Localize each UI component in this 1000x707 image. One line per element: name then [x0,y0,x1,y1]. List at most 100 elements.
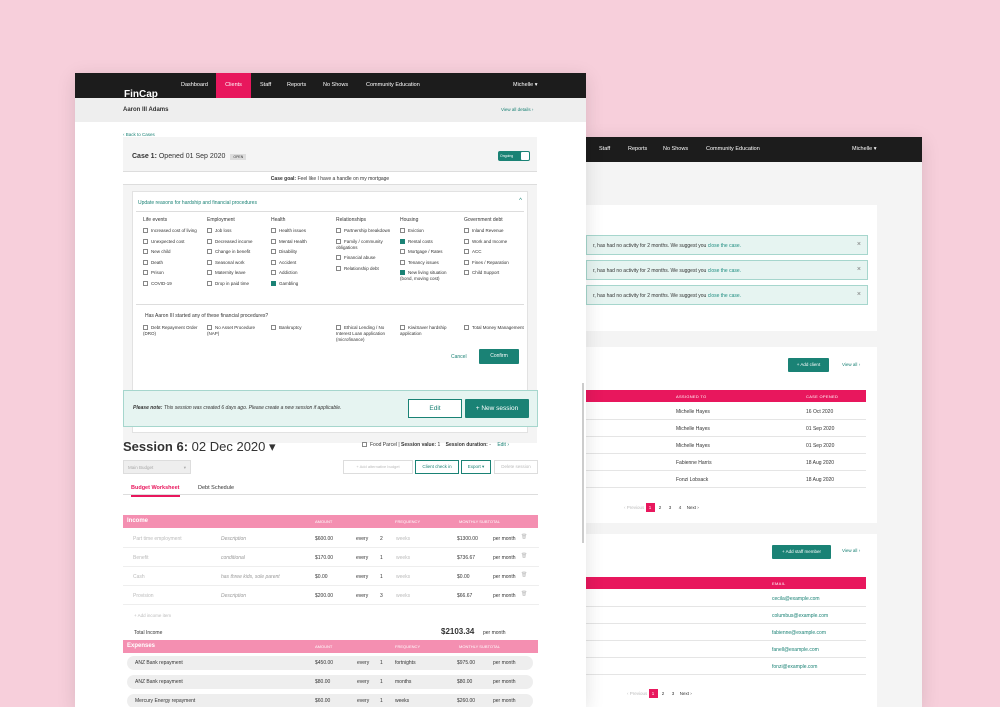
back-user-menu[interactable]: Michelle ▾ [852,146,877,152]
nav-community-education[interactable]: Community Education [366,82,420,88]
reason-option[interactable]: Drop in paid time [207,281,265,287]
tab-debt-schedule[interactable]: Debt Schedule [198,485,235,491]
procedure-option[interactable]: No Asset Procedure (NAP) [207,325,267,337]
next-page-button[interactable]: Next › [679,691,692,696]
checkbox[interactable] [271,228,276,234]
checkbox[interactable] [336,238,341,244]
add-income-item-button[interactable]: + Add income item [134,613,172,618]
table-row[interactable]: columbus@example.com [586,607,866,624]
procedure-option[interactable]: KiwiSaver hardship application [400,325,460,337]
chevron-up-icon[interactable]: ^ [519,198,522,204]
checkbox[interactable] [336,255,341,261]
income-row[interactable]: Benefit conditional $170.00 every 1 weeks $736… [123,548,539,567]
next-page-button[interactable]: Next › [686,505,699,510]
reason-option[interactable]: Eviction [400,228,458,234]
procedure-option[interactable]: Ethical Lending / No Interest Loan appli… [336,325,396,343]
reason-option[interactable]: Child Support [464,270,522,276]
checkbox[interactable] [400,259,405,265]
checkbox[interactable] [207,259,212,265]
page-3-button[interactable]: 3 [668,505,672,510]
income-type[interactable]: Cash [133,574,145,580]
reason-option[interactable]: ACC [464,249,522,255]
reason-option[interactable]: Mental Health [271,239,329,245]
reason-option[interactable]: COVID-19 [143,281,201,287]
income-type[interactable]: Benefit [133,555,149,561]
view-all-clients-link[interactable]: View all › [842,362,861,367]
checkbox[interactable] [400,249,405,255]
checkbox[interactable] [207,270,212,276]
checkbox[interactable] [464,238,469,244]
page-4-button[interactable]: 4 [678,505,682,510]
budget-select[interactable]: Main Budget ▾ [123,460,191,474]
checkbox[interactable] [400,270,405,276]
previous-page-button[interactable]: ‹ Previous [624,505,645,510]
new-session-button[interactable]: + New session [465,399,529,418]
checkbox[interactable] [336,228,341,234]
table-row[interactable]: Michelle Hayes 01 Sep 2020 [586,420,866,437]
income-amount[interactable]: $0.00 [315,574,328,580]
checkbox[interactable] [336,325,341,331]
checkbox[interactable] [271,249,276,255]
reason-option[interactable]: Relationship debt [336,266,394,272]
checkbox[interactable] [207,325,212,331]
table-row[interactable]: fabienne@example.com [586,624,866,641]
trash-icon[interactable]: 🗑 [521,553,528,559]
nav-staff[interactable]: Staff [260,82,272,88]
income-n[interactable]: 2 [380,536,383,542]
reason-option[interactable]: Rental costs [400,239,458,245]
checkbox[interactable] [207,249,212,255]
reason-option[interactable]: Disability [271,249,329,255]
reason-option[interactable]: Increased cost of living [143,228,201,234]
income-desc[interactable]: Description [221,593,247,599]
view-all-staff-link[interactable]: View all › [842,548,861,553]
table-row[interactable]: fanell@example.com [586,641,866,658]
checkbox[interactable] [143,325,148,331]
trash-icon[interactable]: 🗑 [521,534,528,540]
close-case-link[interactable]: close the case. [707,243,742,249]
reason-option[interactable]: New child [143,249,201,255]
reason-option[interactable]: Prison [143,270,201,276]
checkbox[interactable] [271,270,276,276]
reason-option[interactable]: Decreased income [207,239,265,245]
reason-option[interactable]: Change in benefit [207,249,265,255]
checkbox[interactable] [271,259,276,265]
income-amount[interactable]: $200.00 [315,593,334,599]
edit-session-button[interactable]: Edit [408,399,462,418]
checkbox[interactable] [143,228,148,234]
reason-option[interactable]: Health issues [271,228,329,234]
expense-row[interactable]: ANZ Bank repayment $450.00 every 1 fortnight… [127,656,533,670]
tab-budget-worksheet[interactable]: Budget Worksheet [131,485,180,497]
reason-option[interactable]: Seasonal work [207,260,265,266]
checkbox[interactable] [464,259,469,265]
nav-no-shows[interactable]: No Shows [323,82,349,88]
back-to-cases-link[interactable]: ‹ Back to Cases [123,132,155,137]
income-amount[interactable]: $170.00 [315,555,334,561]
checkbox[interactable] [271,325,276,331]
page-2-button[interactable]: 2 [661,691,665,696]
checkbox[interactable] [143,280,148,286]
view-all-details-link[interactable]: View all details › [501,107,534,112]
checkbox[interactable] [271,280,276,286]
income-row[interactable]: Cash has three kids, sole parent $0.00 ever… [123,567,539,586]
table-row[interactable]: Fonzi Lobsack 18 Aug 2020 [586,471,866,488]
reason-option[interactable]: Financial abuse [336,255,394,261]
income-freq[interactable]: weeks [396,574,411,580]
client-check-in-button[interactable]: Client check in [415,460,459,474]
close-icon[interactable]: × [856,291,861,298]
checkbox[interactable] [143,249,148,255]
checkbox[interactable] [400,238,405,244]
add-client-button[interactable]: + Add client [788,358,829,372]
income-freq[interactable]: weeks [396,593,411,599]
nav-reports[interactable]: Reports [287,82,307,88]
scrollbar[interactable] [582,383,584,543]
table-row[interactable]: Michelle Hayes 01 Sep 2020 [586,437,866,454]
reason-option[interactable]: Mortgage / Rates [400,249,458,255]
income-desc[interactable]: conditional [221,555,245,561]
delete-session-button[interactable]: Delete session [494,460,538,474]
page-3-button[interactable]: 3 [671,691,675,696]
checkbox[interactable] [207,228,212,234]
reason-option[interactable]: Fines / Reparation [464,260,522,266]
reason-option[interactable]: Inland Revenue [464,228,522,234]
page-2-button[interactable]: 2 [658,505,662,510]
user-menu[interactable]: Michelle ▾ [513,82,538,88]
